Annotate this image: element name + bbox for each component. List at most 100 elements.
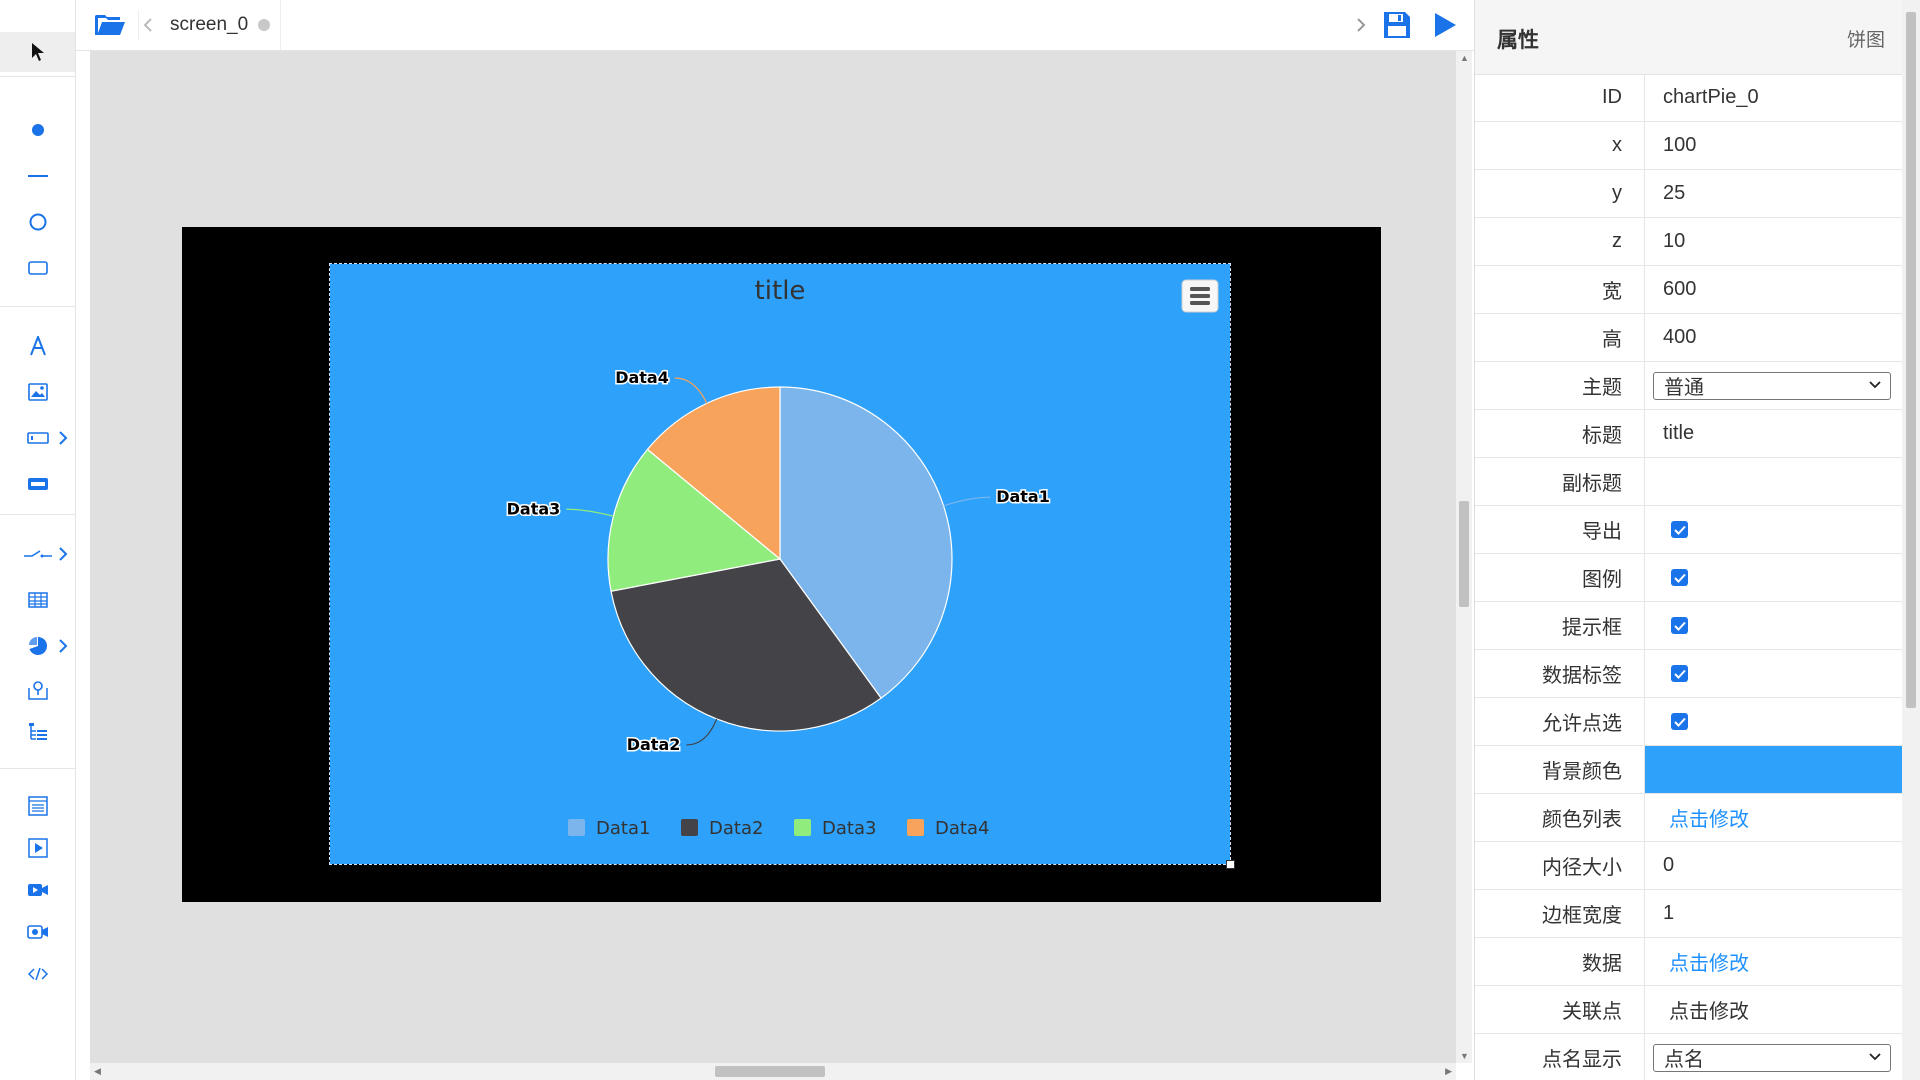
prop-value-width[interactable]: 600 [1663,278,1697,300]
prop-value-title[interactable]: title [1663,422,1695,444]
data-label-data2: Data2 [627,735,681,754]
workspace-vertical-scrollbar[interactable]: ▲ ▼ [1456,51,1472,1063]
text-tool-button[interactable] [0,326,75,366]
prop-value-y[interactable]: 25 [1663,182,1686,204]
prop-value-z[interactable]: 10 [1663,230,1686,252]
legend-item-data1[interactable]: Data1 [596,818,650,839]
prop-label-tooltip: 提示框 [1475,602,1645,649]
save-icon [1384,12,1410,38]
component-type-label: 饼图 [1846,30,1885,51]
theme-select-value: 普通 [1664,377,1704,399]
export-checkbox[interactable] [1671,521,1688,538]
prop-label-data: 数据 [1475,938,1645,985]
pie-chart-widget[interactable]: title Data1 Data2 Data3 Data4 Data1 Data2 Data3… [329,263,1235,869]
image-tool-button[interactable] [0,372,75,412]
prop-value-x[interactable]: 100 [1663,134,1697,156]
resize-handle[interactable] [1226,860,1235,869]
folder-open-icon [95,15,125,35]
workspace-horizontal-scrollbar[interactable]: ◀ ▶ [90,1063,1456,1080]
tab-screen[interactable]: screen_0 [160,0,282,50]
map-tool-button[interactable] [0,670,75,710]
select-tool-button[interactable] [0,32,75,72]
page-tool-button[interactable] [0,786,75,826]
prop-label-export: 导出 [1475,506,1645,553]
prop-value-theme-cell: 普通 [1645,362,1903,409]
properties-scrollbar[interactable] [1902,0,1920,1080]
chevron-right-icon [1357,18,1366,32]
prop-value-height[interactable]: 400 [1663,326,1697,348]
rect-tool-button[interactable] [0,248,75,288]
button-tool-button[interactable] [0,464,75,504]
canvas-workspace[interactable]: title Data1 Data2 Data3 Data4 Data1 Data2 Data3… [90,51,1456,1063]
properties-scroll-thumb[interactable] [1906,12,1916,708]
circle-icon [29,213,46,231]
data-edit-link[interactable]: 点击修改 [1669,953,1749,975]
play-icon [1435,13,1456,37]
prop-value-border[interactable]: 1 [1663,902,1675,924]
chevron-right-icon [59,639,68,653]
camera-tool-button[interactable] [0,912,75,952]
code-tool-button[interactable] [0,954,75,994]
prop-row-width: 宽 600 [1475,266,1903,314]
prop-value-tooltip-cell [1645,602,1903,649]
input-tool-button[interactable] [0,418,75,458]
prop-label-id: ID [1475,74,1645,121]
prop-row-pointname: 点名显示 点名 [1475,1034,1903,1080]
pointname-select[interactable]: 点名 [1653,1043,1891,1072]
run-preview-button[interactable] [1426,6,1464,44]
tab-scroll-right-button[interactable] [1352,10,1370,40]
button-icon [27,478,48,490]
legend-swatch-data4 [907,819,924,836]
menu-bar-icon [1190,301,1210,305]
switch-icon [23,550,52,558]
circle-tool-button[interactable] [0,202,75,242]
open-folder-button[interactable] [92,8,128,42]
legend-checkbox[interactable] [1671,569,1688,586]
legend-swatch-data1 [568,819,585,836]
chart-tool-button[interactable] [0,626,75,666]
prop-row-tooltip: 提示框 [1475,602,1903,650]
code-icon [27,967,48,981]
screen-canvas[interactable]: title Data1 Data2 Data3 Data4 Data1 Data2 Data3… [182,227,1381,902]
tree-tool-button[interactable] [0,712,75,752]
prop-value-id[interactable]: chartPie_0 [1663,86,1759,108]
point-tool-button[interactable] [0,110,75,150]
prop-row-subtitle: 副标题 [1475,458,1903,506]
properties-panel: 属性 饼图 ID chartPie_0 x 100 y 25 z 10 宽 60… [1474,0,1903,1080]
pie-slice-data3[interactable] [607,448,782,592]
pointname-select-value: 点名 [1664,1049,1704,1071]
prop-value-subtitle[interactable] [1645,458,1903,505]
prop-value-export-cell [1645,506,1903,553]
legend-item-data2[interactable]: Data2 [709,818,763,839]
table-tool-button[interactable] [0,580,75,620]
prop-label-link: 关联点 [1475,986,1645,1033]
switch-tool-button[interactable] [0,534,75,574]
rectangle-icon [27,261,48,275]
save-button[interactable] [1378,6,1416,44]
pie-chart-svg: title Data1 Data2 Data3 Data4 Data1 Data2 Data3… [505,276,1219,839]
prop-label-pointname: 点名显示 [1475,1034,1645,1080]
tooltip-checkbox[interactable] [1671,617,1688,634]
prop-label-border: 边框宽度 [1475,890,1645,937]
vertical-scroll-thumb[interactable] [1459,501,1469,607]
prop-row-inner: 内径大小 0 [1475,842,1903,890]
link-point-edit[interactable]: 点击修改 [1669,1001,1749,1023]
bgcolor-swatch[interactable] [1645,746,1903,793]
datalabel-checkbox[interactable] [1671,665,1688,682]
prop-label-datalabel: 数据标签 [1475,650,1645,697]
tab-scroll-left-button[interactable] [138,10,157,40]
pie-slice-data4[interactable] [646,386,781,561]
prop-value-inner[interactable]: 0 [1663,854,1675,876]
theme-select[interactable]: 普通 [1653,371,1891,400]
allow-select-checkbox[interactable] [1671,713,1688,730]
prop-row-link: 关联点 点击修改 [1475,986,1903,1034]
legend-item-data3[interactable]: Data3 [822,818,876,839]
legend-item-data4[interactable]: Data4 [935,818,989,839]
video-tool-button[interactable] [0,870,75,910]
tab-close-dot-icon[interactable] [258,19,271,31]
line-tool-button[interactable] [0,156,75,196]
horizontal-scroll-thumb[interactable] [715,1066,825,1077]
colorlist-edit-link[interactable]: 点击修改 [1669,809,1749,831]
pie-slice-data2[interactable] [610,558,882,732]
media-tool-button[interactable] [0,828,75,868]
